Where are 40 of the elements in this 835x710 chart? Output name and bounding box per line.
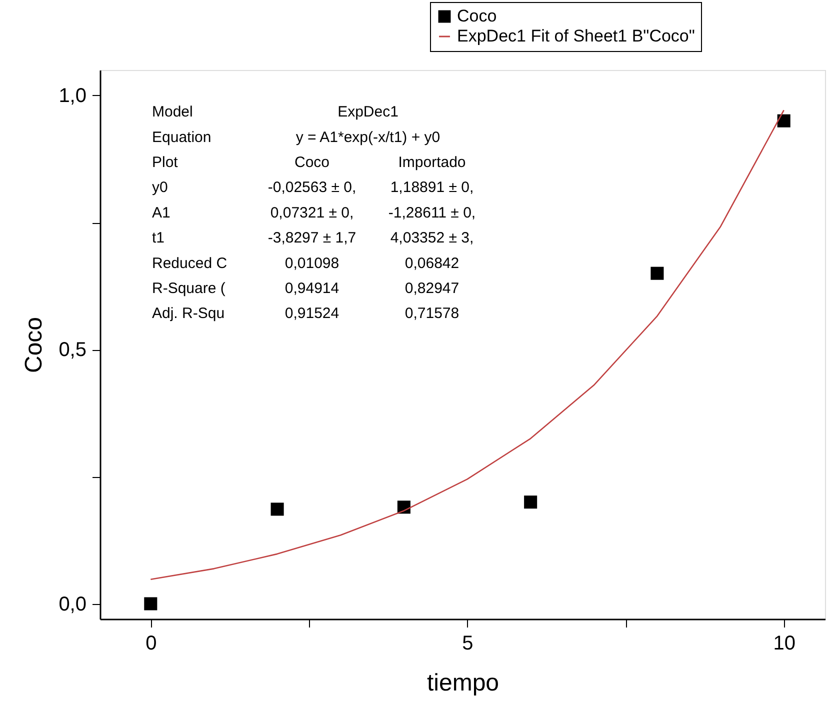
legend-label: ExpDec1 Fit of Sheet1 B"Coco" (457, 26, 695, 46)
annotation: 1,18891 ± 0, (390, 179, 474, 196)
x-tick-label: 5 (462, 632, 474, 654)
annotation: 0,07321 ± 0, (270, 204, 354, 222)
annotation: y = A1*exp(-x/t1) + y0 (296, 128, 440, 146)
annotation: -3,8297 ± 1,7 (268, 230, 356, 247)
annotation: 0,06842 (404, 254, 460, 272)
annotation: Coco (294, 154, 330, 171)
annotation: 0,71578 (404, 305, 460, 322)
annotation: Adj. R-Squ (152, 305, 225, 322)
annotation: Model (152, 104, 193, 121)
y-axis-title: Coco (20, 316, 48, 374)
legend-label: Coco (457, 6, 497, 26)
y-tick-label: 0,0 (58, 593, 86, 616)
annotation: Reduced C (152, 254, 228, 272)
point (650, 266, 664, 280)
point (524, 496, 538, 509)
annotation: -1,28611 ± 0, (388, 204, 476, 222)
x-tick-label: 0 (146, 632, 157, 654)
point (777, 114, 790, 128)
y-tick-label: 0,5 (58, 339, 86, 362)
annotation: R-Square ( (152, 280, 226, 297)
point (144, 597, 158, 610)
annotation: t1 (152, 230, 165, 247)
annotation: y0 (152, 179, 168, 196)
annotation: Plot (152, 154, 179, 171)
annotation: 0,82947 (404, 280, 460, 297)
annotation: Equation (152, 128, 212, 146)
annotation: 0,94914 (284, 280, 340, 297)
x-tick-label: 10 (773, 632, 796, 654)
annotation: 4,03352 ± 3, (390, 230, 474, 247)
annotation: Importado (398, 154, 466, 171)
annotation: 0,01098 (284, 254, 340, 272)
annotation: 0,91524 (284, 305, 340, 322)
point (270, 502, 284, 516)
y-tick-label: 1,0 (58, 84, 86, 107)
annotation: ExpDec1 (338, 104, 398, 121)
annotation: -0,02563 ± 0, (268, 179, 356, 196)
x-axis-title: tiempo (426, 670, 500, 696)
annotation: A1 (152, 204, 170, 222)
